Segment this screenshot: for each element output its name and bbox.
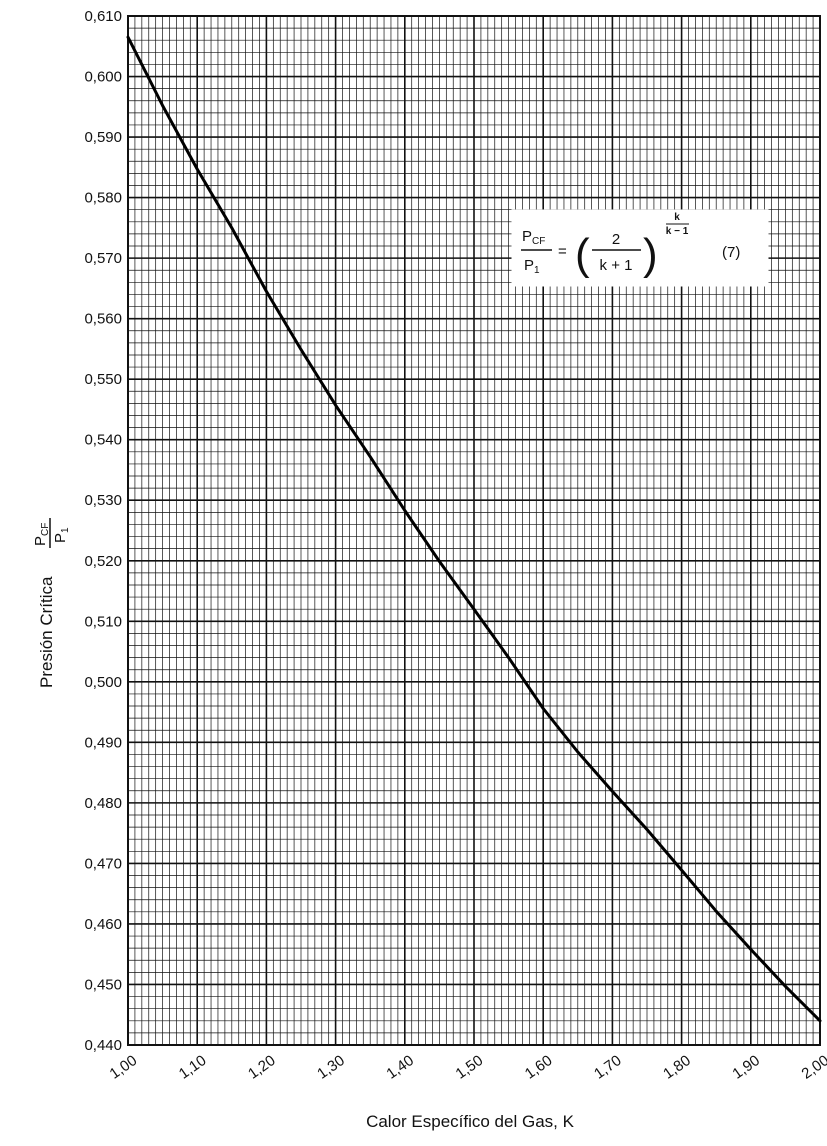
critical-pressure-curve [126, 35, 822, 1023]
x-tick-label: 1,20 [245, 1052, 279, 1083]
y-tick-label: 0,450 [84, 976, 122, 993]
eq-number: (7) [722, 244, 740, 261]
x-tick-label: 1,70 [591, 1052, 625, 1083]
y-tick-label: 0,530 [84, 492, 122, 509]
x-tick-label: 1,00 [107, 1052, 141, 1083]
y-tick-label: 0,480 [84, 795, 122, 812]
x-tick-label: 1,80 [660, 1052, 694, 1083]
y-tick-label: 0,590 [84, 129, 122, 146]
y-tick-label: 0,510 [84, 613, 122, 630]
plot-frame [127, 15, 821, 1046]
y-tick-label: 0,570 [84, 250, 122, 267]
y-axis-label: Presión Crítica PCF P1 [32, 518, 71, 688]
x-axis-label: Calor Específico del Gas, K [366, 1112, 575, 1131]
y-tick-label: 0,600 [84, 69, 122, 86]
eq-right-paren: ) [643, 230, 658, 279]
x-tick-label: 1,90 [729, 1052, 763, 1083]
y-tick-label: 0,500 [84, 674, 122, 691]
y-tick-label: 0,550 [84, 371, 122, 388]
x-tick-label: 1,10 [176, 1052, 210, 1083]
y-tick-label: 0,440 [84, 1037, 122, 1054]
eq-exp-den: k − 1 [666, 226, 689, 237]
eq-rhs-num: 2 [612, 231, 620, 248]
major-gridlines [127, 15, 821, 1046]
y-tick-label: 0,460 [84, 916, 122, 933]
y-tick-label: 0,580 [84, 190, 122, 207]
eq-rhs-den: k + 1 [600, 257, 633, 274]
y-tick-label: 0,540 [84, 432, 122, 449]
y-axis-tick-labels: 0,440 0,450 0,460 0,470 0,480 0,490 0,500 0,510… [84, 8, 122, 1054]
y-tick-label: 0,490 [84, 734, 122, 751]
y-tick-label: 0,470 [84, 855, 122, 872]
x-tick-label: 1,30 [314, 1052, 348, 1083]
x-axis-tick-labels: 1,00 1,10 1,20 1,30 1,40 1,50 1,60 1,70 1,80 1,90… [107, 1052, 827, 1083]
y-tick-label: 0,610 [84, 8, 122, 25]
x-tick-label: 2,00 [799, 1052, 827, 1083]
y-tick-label: 0,560 [84, 311, 122, 328]
equation-annotation: PCF P1 = ( 2 k + 1 ) k k − 1 (7) [511, 209, 769, 287]
y-tick-label: 0,520 [84, 553, 122, 570]
eq-lhs-num: PCF [522, 228, 545, 247]
eq-equals: = [558, 243, 567, 260]
y-axis-label-frac-num: PCF [32, 523, 51, 546]
equation-box [511, 209, 769, 287]
x-tick-label: 1,40 [383, 1052, 417, 1083]
eq-left-paren: ( [575, 230, 590, 279]
x-tick-label: 1,50 [453, 1052, 487, 1083]
x-tick-label: 1,60 [522, 1052, 556, 1083]
y-axis-label-text: Presión Crítica [37, 576, 56, 688]
eq-exp-num: k [674, 212, 680, 223]
series-layer [126, 35, 822, 1023]
y-axis-label-frac-den: P1 [52, 527, 71, 543]
eq-lhs-den: P1 [524, 257, 540, 276]
